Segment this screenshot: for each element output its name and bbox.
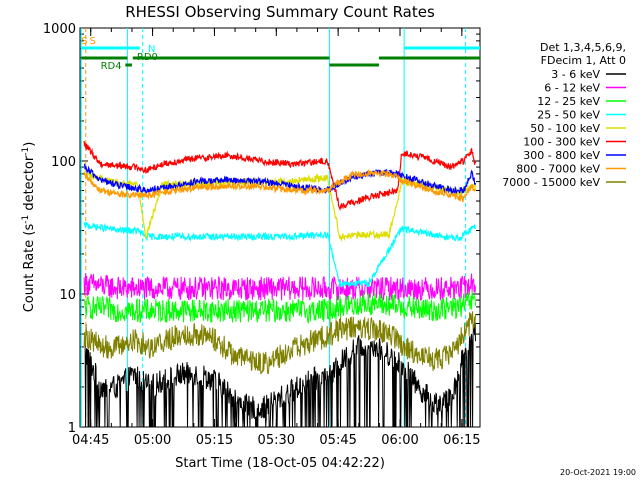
y-tick-label: 100 xyxy=(51,155,76,170)
legend-label: 100 - 300 keV xyxy=(523,136,600,149)
y-axis-label: Count Rate (s-1 detector-1) xyxy=(21,142,37,313)
legend-label: 25 - 50 keV xyxy=(537,109,600,122)
series-line-800-7000-kev xyxy=(83,169,477,203)
y-tick-label: 10 xyxy=(59,288,76,303)
legend-label: 300 - 800 keV xyxy=(523,149,600,162)
series-line-100-300-kev xyxy=(83,140,477,212)
legend: Det 1,3,4,5,6,9, FDecim 1, Att 0 3 - 6 k… xyxy=(502,41,626,189)
y-axis-label-mid: detector xyxy=(22,155,37,215)
legend-label: 12 - 25 keV xyxy=(537,95,600,108)
y-axis-label-main: Count Rate (s xyxy=(22,224,37,313)
x-tick-label: 04:45 xyxy=(72,433,109,448)
x-tick-label: 05:45 xyxy=(319,433,356,448)
state-annotation: N xyxy=(148,44,155,55)
legend-label: 3 - 6 keV xyxy=(551,68,600,81)
x-tick-label: 05:15 xyxy=(196,433,233,448)
legend-label: 7000 - 15000 keV xyxy=(502,176,600,189)
x-tick-label: 05:00 xyxy=(134,433,171,448)
y-tick-label: 1 xyxy=(68,421,76,436)
state-annotation: S xyxy=(81,36,87,47)
x-tick-label: 05:30 xyxy=(258,433,295,448)
series-line-12-25-kev xyxy=(83,291,476,325)
y-axis-label-end: ) xyxy=(22,142,37,147)
legend-label: 6 - 12 keV xyxy=(544,82,600,95)
chart-title: RHESSI Observing Summary Count Rates xyxy=(125,3,435,21)
y-tick-label: 1000 xyxy=(43,22,76,37)
y-axis-label-sup1: -1 xyxy=(21,215,31,224)
state-annotation: RD4 xyxy=(101,61,122,72)
legend-header-line-1: Det 1,3,4,5,6,9, xyxy=(540,41,626,54)
footer-timestamp: 20-Oct-2021 19:00 xyxy=(560,468,636,477)
series-line-7000-15000-kev xyxy=(83,311,476,375)
series-line-3-6-kev xyxy=(83,322,476,427)
series-line-6-12-kev xyxy=(83,273,476,301)
legend-header-line-2: FDecim 1, Att 0 xyxy=(541,54,626,67)
x-tick-label: 06:00 xyxy=(381,433,418,448)
plot-area: 1 10 100 1000 04:45 05:00 05:15 05:30 05:45 06:00… xyxy=(43,22,481,448)
state-annotation: RD0 xyxy=(137,52,158,63)
legend-label: 800 - 7000 keV xyxy=(516,163,600,176)
plot-frame xyxy=(79,27,481,428)
y-axis-label-sup2: -1 xyxy=(21,147,31,156)
state-annotation: S xyxy=(89,36,95,47)
series-line-25-50-kev xyxy=(83,221,477,288)
x-tick-label: 06:15 xyxy=(443,433,480,448)
legend-label: 50 - 100 keV xyxy=(530,122,600,135)
x-axis-label: Start Time (18-Oct-05 04:42:22) xyxy=(175,456,385,471)
